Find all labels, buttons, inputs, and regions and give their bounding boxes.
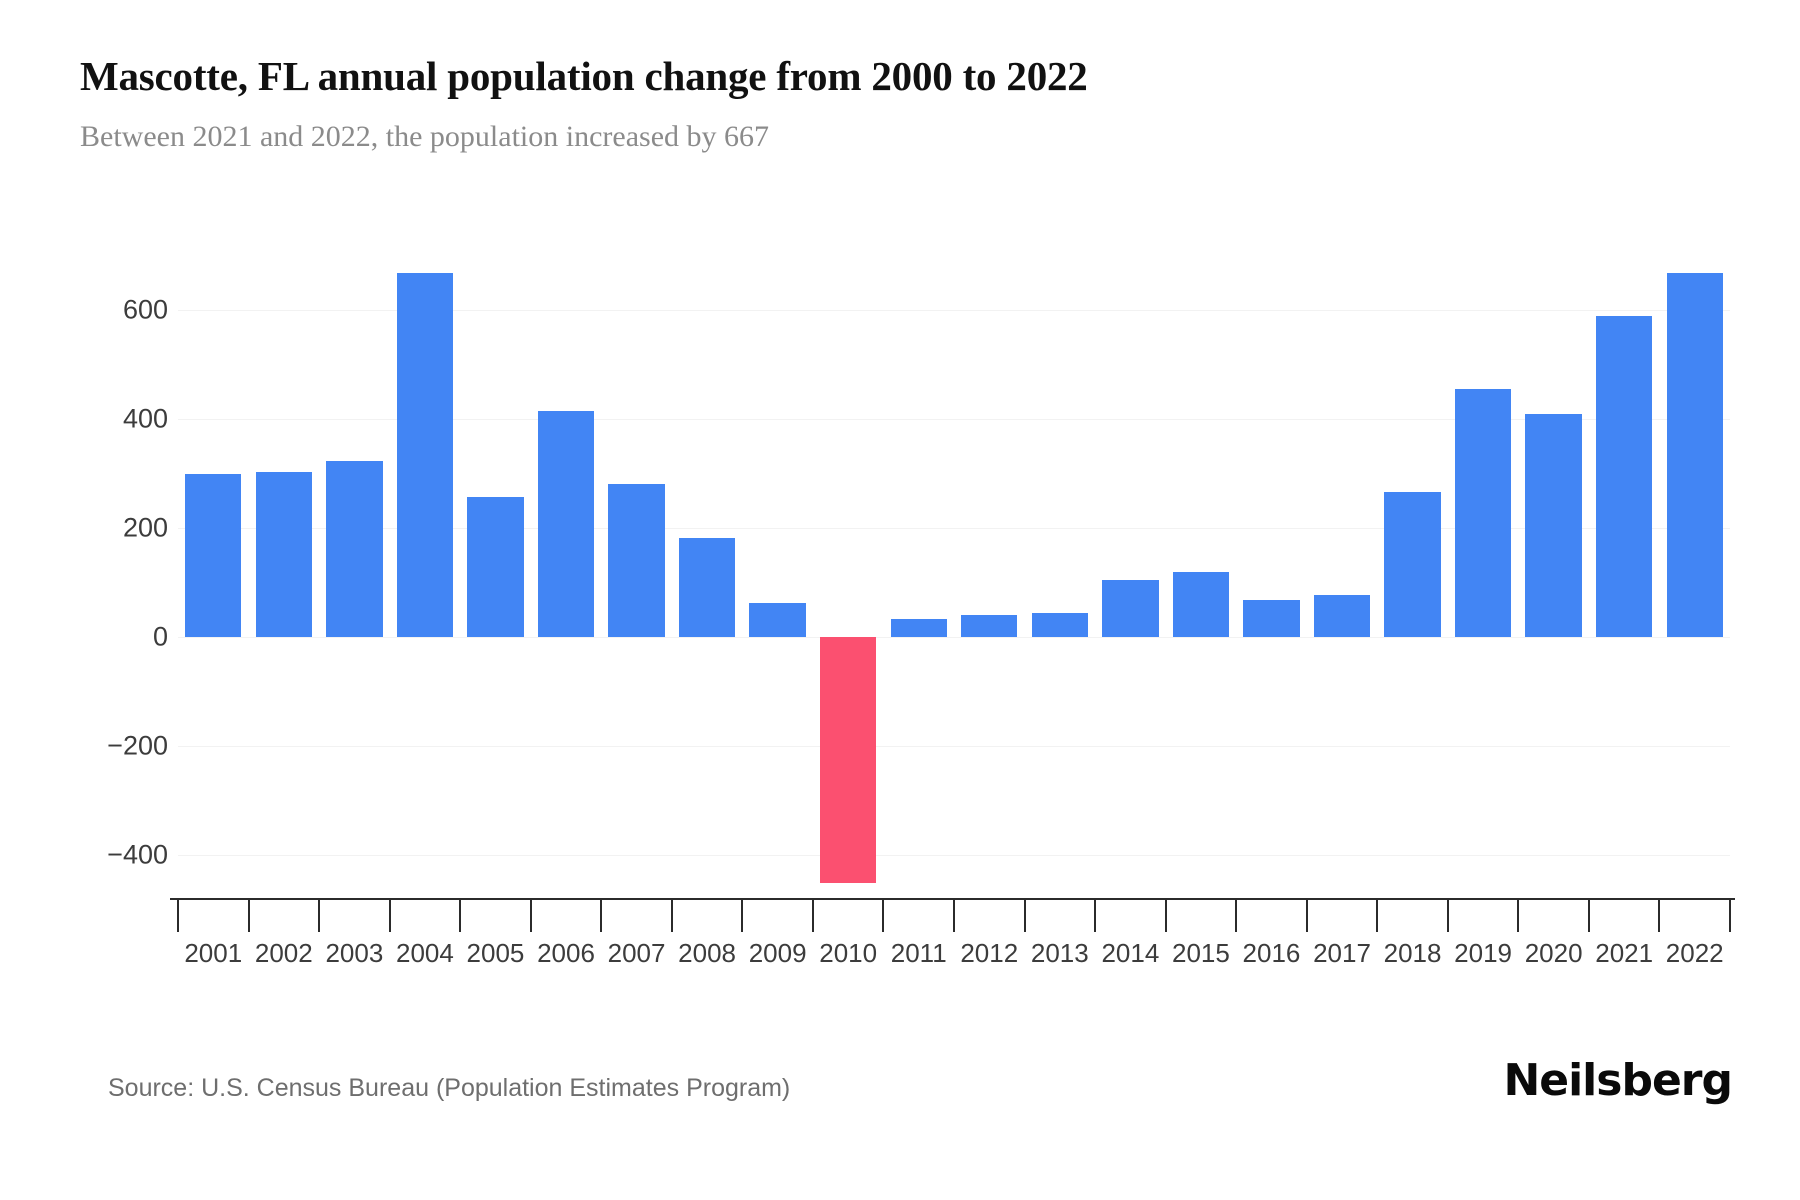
source-note: Source: U.S. Census Bureau (Population E… (108, 1074, 791, 1102)
x-axis-tick-label-2013: 2013 (1030, 938, 1089, 968)
x-axis-tick-label-2014: 2014 (1101, 938, 1160, 968)
x-axis-tick-label-2015: 2015 (1171, 938, 1230, 968)
bar-2017[interactable] (1313, 595, 1371, 638)
chart-plot-area: −400 −200 0 200 400 600 (107, 255, 1730, 899)
x-axis-tick-label-2002: 2002 (254, 938, 313, 968)
x-axis-tick-mark (459, 900, 462, 932)
x-axis-tick-mark (1446, 900, 1449, 932)
x-axis-tick-label-2022: 2022 (1665, 938, 1724, 968)
page-title: Mascotte, FL annual population change fr… (80, 53, 1088, 99)
x-axis-tick-label-2001: 2001 (184, 938, 243, 968)
bar-2001[interactable] (185, 474, 242, 638)
x-axis-tick-label-2016: 2016 (1242, 938, 1301, 968)
y-axis-tick-label: −200 (107, 730, 168, 761)
bar-2021[interactable] (1595, 316, 1653, 638)
y-axis-tick-label: −400 (107, 839, 168, 870)
bar-2006[interactable] (537, 410, 595, 638)
x-axis-tick-mark (1094, 900, 1097, 932)
x-axis-tick-mark (882, 900, 885, 932)
x-axis-tick-label-2007: 2007 (607, 938, 666, 968)
x-axis-tick-label-2019: 2019 (1454, 938, 1512, 968)
x-axis-tick-label-2003: 2003 (325, 938, 384, 968)
page-subtitle: Between 2021 and 2022, the population in… (80, 120, 770, 153)
bar-2013[interactable] (1031, 613, 1089, 638)
bar-2015[interactable] (1172, 572, 1230, 638)
y-gridline (178, 309, 1730, 311)
x-axis-tick-label-2009: 2009 (748, 938, 807, 968)
bar-2005[interactable] (467, 496, 524, 638)
x-axis-tick-mark (953, 900, 955, 932)
x-axis-tick-label-2012: 2012 (960, 938, 1019, 968)
x-axis-tick-mark (741, 900, 744, 932)
bar-2018[interactable] (1384, 491, 1441, 638)
x-axis-tick-mark (177, 900, 179, 932)
bar-2010[interactable] (819, 637, 877, 883)
x-axis-tick-mark (1305, 900, 1308, 932)
y-axis-tick-label: 0 (152, 621, 168, 652)
x-axis-tick-label-2010: 2010 (819, 938, 878, 968)
bar-2016[interactable] (1243, 599, 1300, 638)
bar-2002[interactable] (255, 471, 313, 638)
bar-2014[interactable] (1102, 580, 1159, 638)
bar-2011[interactable] (890, 619, 947, 638)
x-axis-tick-label-2008: 2008 (678, 938, 736, 968)
bar-2019[interactable] (1454, 388, 1512, 638)
y-gridline (178, 527, 1730, 529)
x-axis-tick-mark (1023, 900, 1026, 932)
bar-2004[interactable] (396, 273, 454, 638)
x-axis-tick-mark (1164, 900, 1167, 932)
x-axis-tick-mark (600, 900, 603, 932)
y-gridline (178, 637, 1730, 639)
bar-2003[interactable] (326, 461, 383, 638)
bar-2008[interactable] (678, 537, 736, 638)
x-axis-tick-mark (670, 900, 673, 932)
bar-2022[interactable] (1666, 273, 1723, 638)
x-axis-tick-mark (1658, 900, 1661, 932)
y-axis-tick-label: 200 (122, 512, 168, 543)
x-axis-tick-mark (1376, 900, 1379, 932)
x-axis-tick-mark (1517, 900, 1520, 932)
x-axis-tick-mark (247, 900, 250, 932)
y-axis-tick-label: 600 (122, 294, 168, 325)
x-axis-tick-label-2020: 2020 (1524, 938, 1583, 968)
bar-2020[interactable] (1525, 414, 1582, 638)
bar-2012[interactable] (961, 615, 1018, 638)
x-axis-tick-label-2006: 2006 (537, 938, 595, 968)
x-axis-tick-label-2017: 2017 (1313, 938, 1371, 968)
x-axis-tick-mark (1729, 900, 1731, 932)
x-axis-tick-mark (811, 900, 814, 932)
x-axis-tick-label-2021: 2021 (1595, 938, 1654, 968)
x-axis-tick-label-2011: 2011 (890, 938, 947, 968)
x-axis-line (170, 898, 1735, 900)
x-axis-tick-mark (388, 900, 391, 932)
y-axis-tick-label: 400 (122, 403, 168, 434)
y-gridline (178, 855, 1730, 857)
x-axis-tick-mark (1235, 900, 1238, 932)
x-axis-tick-label-2018: 2018 (1383, 938, 1442, 968)
bar-2007[interactable] (608, 484, 665, 638)
x-axis-tick-mark (1587, 900, 1590, 932)
x-axis-tick-label-2005: 2005 (466, 938, 525, 968)
brand-logo: Neilsberg (1503, 1055, 1733, 1106)
x-axis-tick-label-2004: 2004 (395, 938, 454, 968)
x-axis-tick-mark (529, 900, 532, 932)
x-axis-tick-mark (318, 900, 321, 932)
y-gridline (178, 746, 1730, 748)
bar-2009[interactable] (749, 603, 806, 638)
y-gridline (178, 418, 1730, 420)
